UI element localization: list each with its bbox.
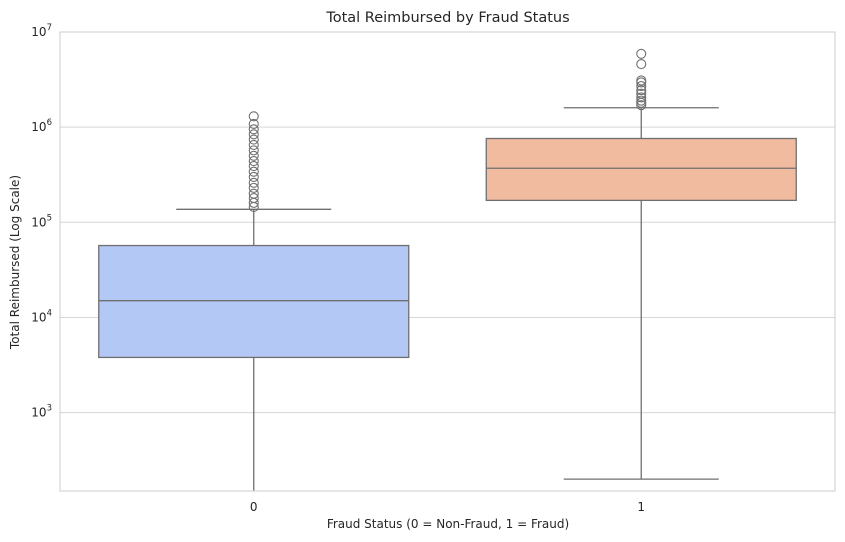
y-tick-label: 107 [31, 23, 52, 39]
outlier-point [248, 111, 259, 122]
outlier-point [248, 177, 259, 188]
iqr-box [98, 244, 410, 359]
outlier-point [636, 85, 647, 96]
outlier-point [248, 134, 259, 145]
outlier-point [636, 75, 647, 86]
iqr-box [485, 137, 797, 202]
outlier-point [636, 100, 647, 111]
y-axis-ticks: 103 104 105 106 107 [31, 23, 52, 420]
outlier-point [636, 95, 647, 106]
y-tick-label: 104 [31, 308, 52, 324]
outlier-point [248, 124, 259, 135]
x-axis-label: Fraud Status (0 = Non-Fraud, 1 = Fraud) [327, 517, 569, 531]
y-axis-label: Total Reimbursed (Log Scale) [8, 175, 22, 350]
outlier-point [248, 150, 259, 161]
box-group-0 [98, 111, 410, 491]
outlier-point [248, 161, 259, 172]
outlier-point [636, 59, 647, 70]
box-group-1 [485, 48, 797, 480]
outlier-point [636, 81, 647, 92]
outlier-point [248, 171, 259, 182]
outlier-point [248, 156, 259, 167]
outlier-point [248, 188, 259, 199]
y-tick-label: 105 [31, 213, 52, 229]
outlier-point [636, 92, 647, 103]
outlier-point [248, 145, 259, 156]
chart-title: Total Reimbursed by Fraud Status [325, 10, 569, 26]
x-tick-label: 1 [637, 500, 645, 514]
outlier-point [248, 139, 259, 151]
y-tick-label: 106 [31, 118, 52, 134]
outlier-point [636, 97, 647, 108]
outlier-point [248, 166, 259, 177]
boxes [98, 48, 797, 491]
y-tick-label: 103 [31, 404, 52, 420]
outlier-point [248, 192, 259, 204]
outlier-point [248, 129, 259, 140]
outlier-point [248, 182, 259, 193]
outlier-point [636, 88, 647, 99]
x-tick-label: 0 [250, 500, 258, 514]
plot-frame [59, 31, 836, 492]
outlier-point [248, 118, 259, 130]
outlier-point [636, 48, 647, 59]
